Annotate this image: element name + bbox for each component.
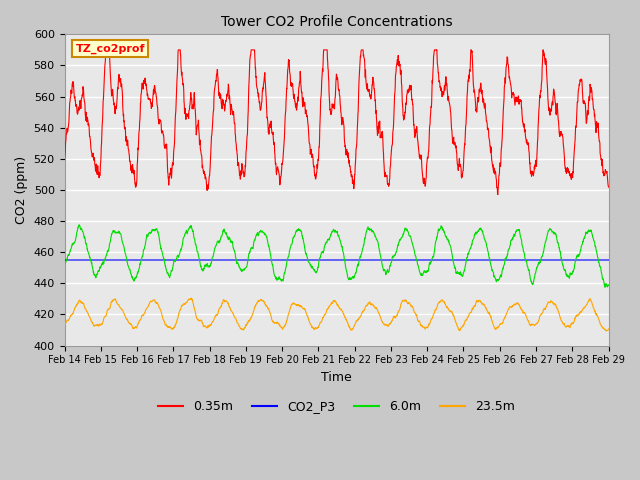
Legend: 0.35m, CO2_P3, 6.0m, 23.5m: 0.35m, CO2_P3, 6.0m, 23.5m bbox=[154, 396, 520, 419]
Y-axis label: CO2 (ppm): CO2 (ppm) bbox=[15, 156, 28, 224]
X-axis label: Time: Time bbox=[321, 371, 352, 384]
CO2_P3 bbox=[61, 257, 68, 263]
6.0m bbox=[589, 235, 596, 240]
Line: 0.35m: 0.35m bbox=[65, 50, 609, 194]
CO2_P3 bbox=[311, 257, 319, 263]
CO2_P3 bbox=[605, 257, 612, 263]
0.35m bbox=[326, 95, 333, 100]
6.0m bbox=[76, 222, 83, 228]
6.0m bbox=[61, 262, 68, 267]
6.0m bbox=[311, 268, 319, 274]
0.35m bbox=[311, 173, 319, 179]
23.5m bbox=[490, 322, 497, 327]
0.35m bbox=[88, 154, 96, 160]
CO2_P3 bbox=[589, 257, 596, 263]
6.0m bbox=[89, 265, 97, 271]
6.0m bbox=[589, 235, 597, 241]
23.5m bbox=[311, 326, 319, 332]
23.5m bbox=[589, 304, 597, 310]
CO2_P3 bbox=[589, 257, 596, 263]
0.35m bbox=[494, 192, 502, 197]
23.5m bbox=[61, 322, 68, 327]
23.5m bbox=[88, 320, 96, 326]
23.5m bbox=[589, 303, 596, 309]
6.0m bbox=[605, 282, 612, 288]
Text: TZ_co2prof: TZ_co2prof bbox=[76, 44, 145, 54]
23.5m bbox=[326, 304, 333, 310]
0.35m bbox=[490, 167, 497, 173]
0.35m bbox=[589, 101, 597, 107]
Line: 6.0m: 6.0m bbox=[65, 225, 609, 288]
CO2_P3 bbox=[489, 257, 497, 263]
0.35m bbox=[61, 156, 68, 162]
0.35m bbox=[589, 105, 597, 110]
0.35m bbox=[102, 47, 109, 53]
6.0m bbox=[326, 237, 333, 242]
0.35m bbox=[605, 184, 612, 190]
6.0m bbox=[601, 285, 609, 290]
Line: 23.5m: 23.5m bbox=[65, 298, 609, 331]
Title: Tower CO2 Profile Concentrations: Tower CO2 Profile Concentrations bbox=[221, 15, 452, 29]
23.5m bbox=[605, 326, 612, 332]
23.5m bbox=[188, 295, 195, 301]
CO2_P3 bbox=[88, 257, 96, 263]
6.0m bbox=[490, 269, 497, 275]
CO2_P3 bbox=[325, 257, 333, 263]
23.5m bbox=[602, 328, 610, 334]
